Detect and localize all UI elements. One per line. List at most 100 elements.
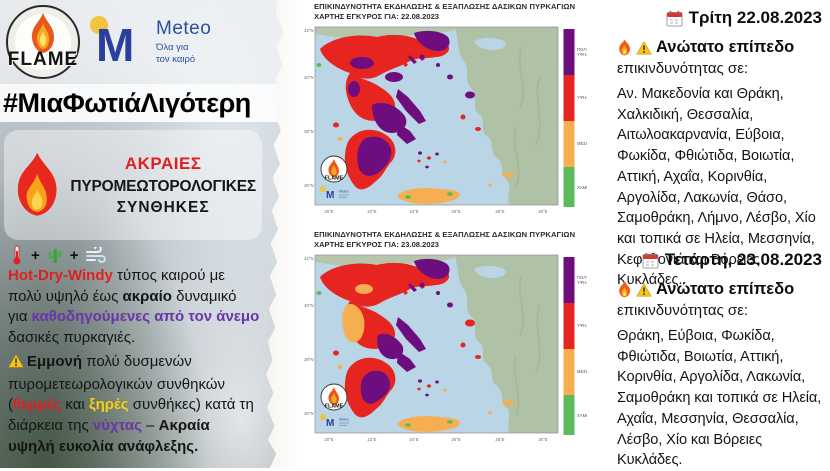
risk-area: [397, 188, 460, 204]
risk-island: [447, 74, 453, 80]
risk-island: [350, 57, 374, 69]
warning-icon: [636, 282, 652, 296]
risk-island: [418, 379, 422, 383]
legend-label: ΧΑΜΗΛΗ: [577, 413, 587, 418]
terrain-ridge: [535, 304, 541, 374]
maps-panel: ΕΠΙΚΙΝΔΥΝΟΤΗΤΑ ΕΚΔΗΛΩΣΗΣ & ΕΞΑΠΛΩΣΗΣ ΔΑΣ…: [302, 0, 590, 468]
day1-risk-heading: Ανώτατο επίπεδο: [617, 38, 822, 57]
risk-island: [447, 420, 453, 424]
calendar-icon: [666, 10, 683, 26]
legend-swatch: [563, 75, 575, 121]
fire-emoji-icon: [17, 152, 57, 216]
day2-block: Τετάρτη, 23.08.2023 Ανώτατο επίπεδο επικ…: [617, 250, 822, 471]
map1-title: ΕΠΙΚΙΝΔΥΝΟΤΗΤΑ ΕΚΔΗΛΩΣΗΣ & ΕΞΑΠΛΩΣΗΣ ΔΑΣ…: [314, 2, 576, 11]
terrain-ridge: [513, 354, 520, 416]
legend-swatch: [563, 121, 575, 167]
weather-icons-row: + +: [10, 245, 106, 265]
risk-island: [427, 156, 431, 160]
risk-island: [425, 165, 429, 169]
flame-logo-fire-icon: [31, 13, 54, 53]
day1-heading: Ανώτατο επίπεδο: [656, 38, 795, 56]
risk-area: [400, 285, 408, 295]
meteo-logo: M Meteo Όλα για τον καιρό: [90, 16, 212, 71]
risk-area: [397, 123, 416, 144]
map-flame-label: FLAME: [325, 176, 344, 182]
map-meteo-m: M: [326, 418, 334, 429]
headline-pyro: ΠΥΡΟΜΕΩΤΟΡΟΛΟΓΙΚΕΣ: [70, 177, 256, 195]
risk-island: [447, 192, 453, 196]
fire-icon: [619, 281, 631, 298]
fire-risk-layer: [316, 258, 514, 432]
risk-island: [475, 127, 481, 131]
lat-label: 42°N: [304, 28, 313, 33]
map-meteo-tagline-line: [339, 194, 349, 196]
legend-label: ΜΕΣΗ: [577, 141, 587, 146]
right-text-panel: Τρίτη 22.08.2023 Ανώτατο επίπεδο επικινδ…: [590, 0, 830, 468]
map-meteo-m: M: [326, 190, 334, 201]
lat-label: 40°N: [304, 303, 313, 308]
risk-island: [418, 151, 422, 155]
wind-icon: [85, 247, 106, 263]
risk-area: [397, 351, 416, 372]
map2-subtitle: ΧΑΡΤΗΣ ΕΓΚΥΡΟΣ ΓΙΑ: 23.08.2023: [314, 240, 440, 249]
lat-label: 42°N: [304, 256, 313, 261]
risk-island: [465, 91, 475, 99]
turkey-land: [454, 27, 558, 205]
legend-swatch: [563, 29, 575, 75]
legend-label: ΠΟΛΥΥΨΗΛΗ: [577, 275, 587, 285]
risk-area: [408, 55, 417, 64]
risk-island: [502, 172, 514, 178]
lon-label: 30°E: [538, 437, 547, 442]
legend-label: ΧΑΜΗΛΗ: [577, 185, 587, 190]
map-root: ΠΟΛΥΥΨΗΛΗ ΥΨΗΛΗ ΜΕΣΗ ΧΑΜΗΛΗ 20°E 22°E 24°E 26°E…: [304, 26, 587, 214]
thermometer-icon: [13, 245, 21, 265]
calendar-icon: [642, 252, 659, 268]
risk-island: [333, 350, 339, 356]
day1-block: Τρίτη 22.08.2023 Ανώτατο επίπεδο επικινδ…: [617, 8, 822, 291]
risk-island: [316, 291, 322, 295]
hashtag-text: #ΜιαΦωτιάΛιγότερη: [3, 87, 251, 118]
risk-island: [316, 63, 322, 67]
plus-sign: +: [31, 246, 40, 264]
meteo-logo-name: Meteo: [156, 18, 212, 40]
risk-area: [396, 89, 426, 124]
risk-area: [320, 34, 450, 79]
risk-island: [419, 282, 425, 288]
lon-label: 22°E: [367, 209, 376, 214]
map2-title: ΕΠΙΚΙΝΔΥΝΟΤΗΤΑ ΕΚΔΗΛΩΣΗΣ & ΕΞΑΠΛΩΣΗΣ ΔΑΣ…: [314, 230, 576, 239]
paragraph-persistence: Εμμονή πολύ δυσμενών πυρομετεωρολογικών …: [8, 352, 260, 457]
map-flame-label: FLAME: [325, 404, 344, 410]
map-block-day2: ΕΠΙΚΙΝΔΥΝΟΤΗΤΑ ΕΚΔΗΛΩΣΗΣ & ΕΞΑΠΛΩΣΗΣ ΔΑΣ…: [302, 230, 590, 451]
risk-island: [436, 291, 440, 295]
risk-island: [405, 195, 411, 199]
risk-area: [357, 136, 392, 176]
lon-label: 20°E: [324, 209, 333, 214]
sea-of-marmara: [474, 38, 506, 50]
legend-label: ΜΕΣΗ: [577, 369, 587, 374]
day2-risk-heading: Ανώτατο επίπεδο: [617, 280, 822, 299]
warning-icon: [8, 354, 24, 368]
risk-island: [385, 72, 403, 82]
risk-island: [425, 393, 429, 397]
cactus-icon: [48, 249, 62, 263]
risk-island: [405, 423, 411, 427]
risk-area: [342, 303, 365, 343]
risk-island: [443, 388, 447, 392]
meteo-sun-dot-icon: [90, 16, 108, 34]
risk-area: [396, 317, 426, 352]
legend-swatch: [563, 303, 575, 349]
map-meteo-dot: [320, 186, 326, 192]
lat-label: 36°N: [304, 183, 313, 188]
risk-island: [488, 411, 492, 415]
lon-label: 20°E: [324, 437, 333, 442]
lat-label: 38°N: [304, 129, 313, 134]
sea-of-marmara: [474, 266, 506, 278]
risk-island: [333, 122, 339, 128]
map-meteo-tagline-line: [339, 196, 347, 198]
risk-area: [414, 30, 450, 51]
legend-label: ΥΨΗΛΗ: [577, 95, 587, 100]
fire-risk-layer: [316, 30, 514, 204]
risk-island: [435, 380, 439, 384]
risk-area: [400, 57, 408, 67]
legend-swatch: [563, 395, 575, 435]
